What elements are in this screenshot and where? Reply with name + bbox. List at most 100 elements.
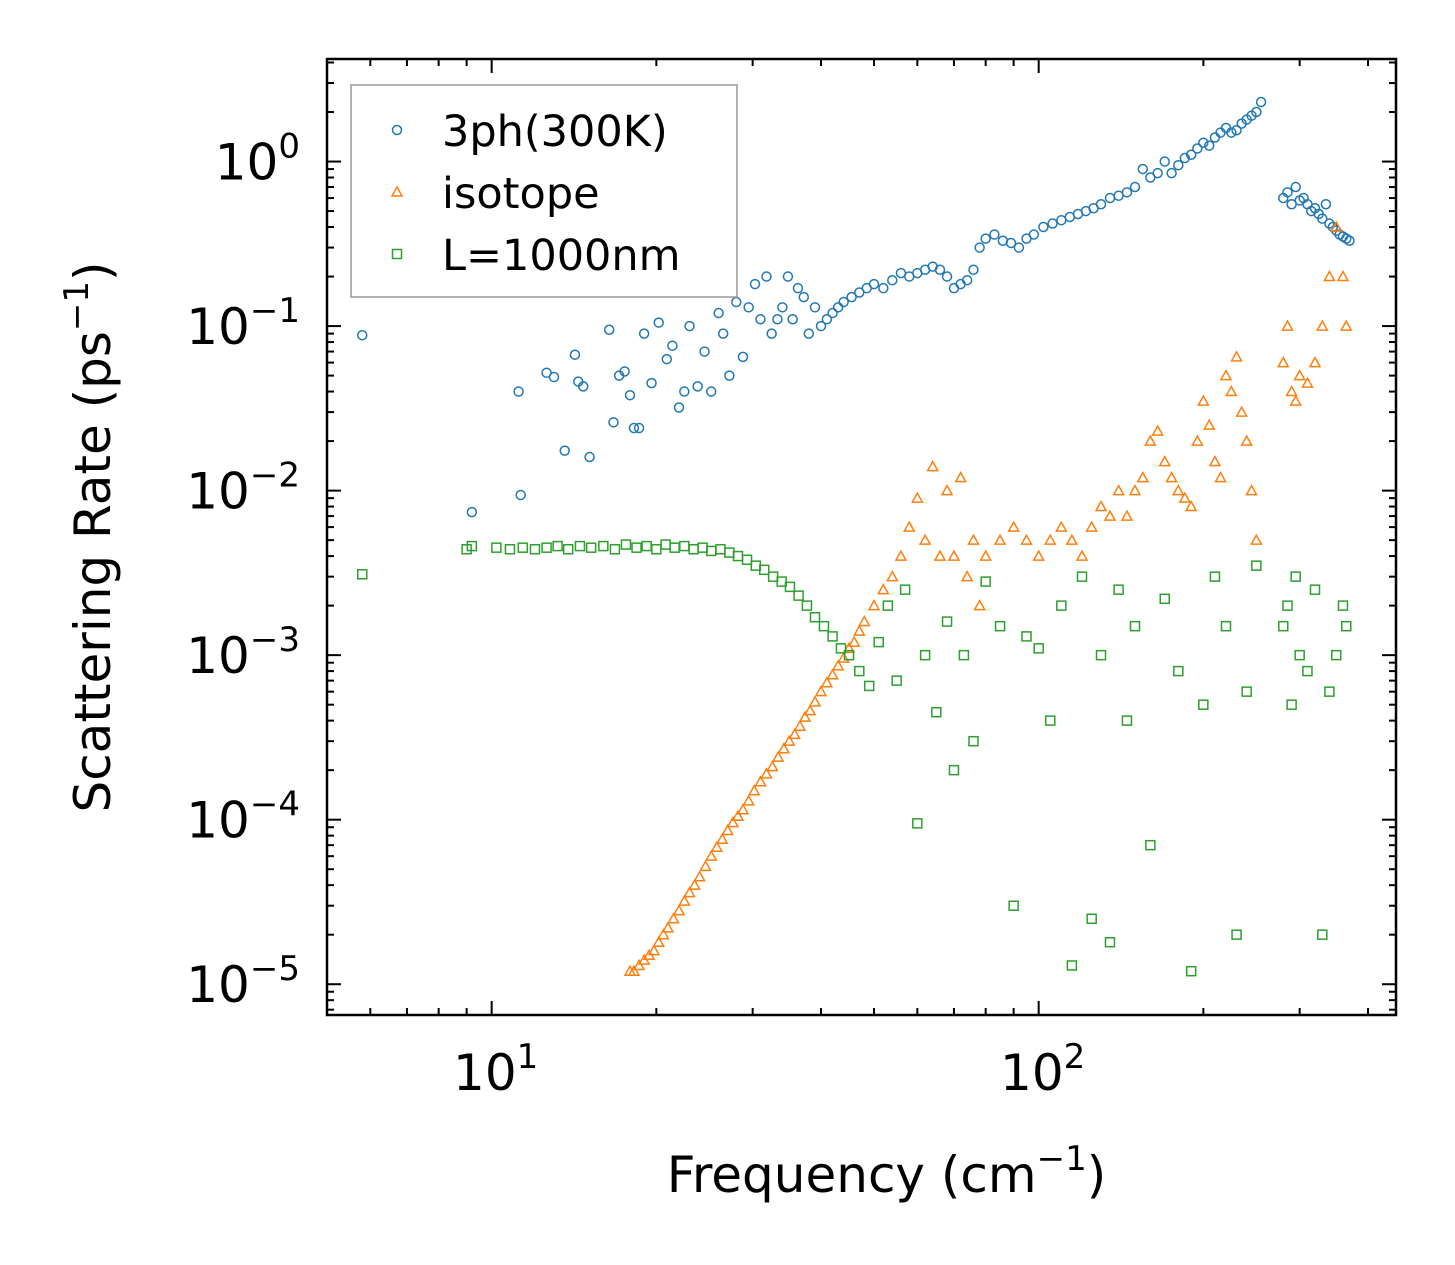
data-point-square [919, 649, 931, 661]
data-point-triangle [1285, 385, 1298, 397]
data-point-circle [1324, 218, 1335, 229]
legend-box [350, 84, 738, 298]
data-point-square [1159, 593, 1170, 605]
data-point-triangle [831, 659, 845, 671]
data-point-square [715, 544, 726, 555]
data-point-square [1290, 571, 1301, 582]
data-point-circle [1282, 187, 1293, 198]
data-point-triangle [1007, 520, 1020, 532]
data-point-circle [1095, 199, 1107, 210]
data-point-triangle [1281, 319, 1294, 331]
data-point-triangle [1277, 356, 1290, 368]
data-point-circle [1013, 242, 1025, 253]
data-point-triangle [742, 794, 755, 806]
data-point-triangle [967, 533, 980, 545]
data-point-square [669, 542, 680, 553]
data-point-square [1220, 620, 1232, 632]
data-point-triangle [973, 599, 986, 611]
data-point-circle [679, 386, 690, 397]
data-point-circle [569, 349, 581, 360]
data-point-square [863, 680, 875, 692]
data-point-triangle [1197, 394, 1210, 406]
data-point-triangle [1202, 418, 1216, 430]
data-point-triangle [847, 635, 861, 647]
data-point-triangle [766, 760, 779, 772]
data-point-square [1317, 929, 1328, 940]
data-point-square [784, 581, 796, 593]
data-point-circle [577, 381, 589, 392]
data-point-square [620, 539, 632, 550]
y-tick-label: 100 [215, 127, 300, 192]
data-point-square [1008, 900, 1019, 911]
data-point-triangle [926, 460, 939, 472]
data-point-circle [980, 233, 991, 244]
data-point-square [948, 764, 960, 776]
axes: 101 102 100 10−1 10−2 10−3 10−4 10−5 Frequency (… [57, 57, 1398, 1204]
data-point-triangle [1323, 270, 1336, 282]
data-point-square [1076, 571, 1088, 582]
data-point-square [1331, 649, 1342, 661]
data-point-circle [1192, 143, 1203, 154]
data-point-square [1056, 600, 1067, 611]
data-point-square [931, 706, 942, 718]
legend-entry: 3ph(300K) [391, 107, 668, 157]
data-point-square [1129, 620, 1141, 632]
data-point-circle [1104, 192, 1116, 204]
data-point-triangle [1301, 376, 1314, 388]
data-point-circle [1290, 181, 1301, 193]
data-point-triangle [1293, 369, 1306, 381]
data-point-square [732, 550, 744, 562]
data-point-circle [713, 307, 724, 319]
data-point-square [1095, 649, 1107, 661]
data-point-triangle [1103, 509, 1117, 521]
data-point-circle [827, 307, 838, 319]
y-tick-label: 10−3 [186, 620, 300, 685]
data-point-square [912, 818, 923, 829]
data-point-square [1045, 715, 1056, 726]
data-point-square [750, 560, 762, 571]
data-point-circle [1185, 149, 1197, 160]
data-point-square [882, 600, 894, 611]
data-point-triangle [1330, 220, 1343, 232]
data-point-square [651, 544, 662, 555]
data-point-circle [548, 371, 560, 383]
data-point-triangle [886, 570, 899, 582]
data-point-triangle [902, 520, 916, 532]
data-point-triangle [704, 849, 718, 861]
data-point-triangle [683, 886, 696, 898]
data-point-triangle [747, 784, 761, 796]
data-point-square [697, 542, 708, 553]
data-point-triangle [771, 750, 785, 762]
data-point-triangle [783, 734, 796, 746]
data-point-triangle [1316, 319, 1329, 331]
y-tick-label: 10−4 [186, 785, 300, 850]
data-point-circle [684, 320, 695, 332]
data-point-circle [699, 346, 710, 357]
data-point-circle [1056, 214, 1067, 226]
data-point-circle [1129, 181, 1141, 193]
data-point-circle [792, 282, 804, 294]
data-point-triangle [1219, 369, 1233, 381]
data-point-circle [941, 271, 953, 282]
data-point-triangle [947, 549, 961, 561]
data-point-circle [705, 386, 717, 397]
data-point-triangle [960, 570, 974, 582]
data-point-triangle [826, 668, 839, 680]
y-tick-label: 10−1 [186, 291, 300, 356]
legend-entry: L=1000nm [391, 231, 681, 281]
data-point-triangle [853, 624, 866, 636]
data-point-triangle [993, 533, 1007, 545]
data-point-triangle [667, 912, 680, 924]
data-point-square [598, 540, 609, 552]
data-point-square [705, 545, 717, 557]
data-point-square [679, 540, 690, 552]
data-point-circle [1047, 218, 1058, 229]
data-point-triangle [721, 823, 734, 836]
data-point-triangle [814, 685, 828, 697]
data-point-triangle [1230, 350, 1243, 362]
data-point-square [818, 620, 830, 632]
data-point-triangle [918, 533, 932, 545]
data-point-circle [731, 296, 742, 308]
data-point-triangle [940, 484, 954, 496]
data-point-circle [584, 451, 595, 463]
